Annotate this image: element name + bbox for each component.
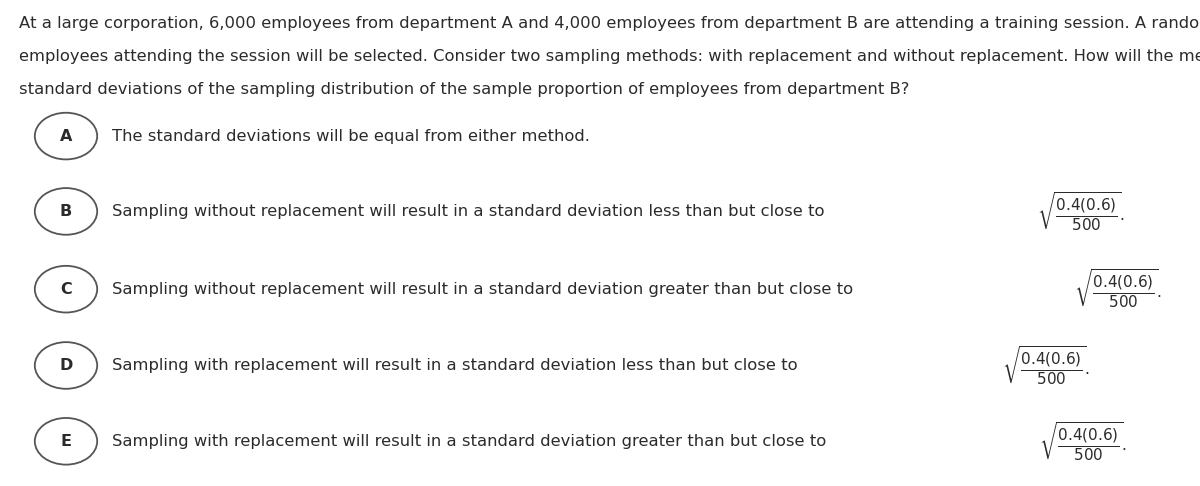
Text: A: A <box>60 129 72 143</box>
Text: $\sqrt{\dfrac{0.4(0.6)}{500}}$.: $\sqrt{\dfrac{0.4(0.6)}{500}}$. <box>1074 268 1162 311</box>
Text: Sampling without replacement will result in a standard deviation less than but c: Sampling without replacement will result… <box>112 204 824 219</box>
Text: E: E <box>60 434 72 449</box>
Text: C: C <box>60 282 72 296</box>
Text: Sampling without replacement will result in a standard deviation greater than bu: Sampling without replacement will result… <box>112 282 853 296</box>
Text: The standard deviations will be equal from either method.: The standard deviations will be equal fr… <box>112 129 589 143</box>
Text: standard deviations of the sampling distribution of the sample proportion of emp: standard deviations of the sampling dist… <box>19 82 910 97</box>
Text: B: B <box>60 204 72 219</box>
Text: Sampling with replacement will result in a standard deviation greater than but c: Sampling with replacement will result in… <box>112 434 826 449</box>
Text: Sampling with replacement will result in a standard deviation less than but clos: Sampling with replacement will result in… <box>112 358 797 373</box>
Text: $\sqrt{\dfrac{0.4(0.6)}{500}}$.: $\sqrt{\dfrac{0.4(0.6)}{500}}$. <box>1002 344 1091 387</box>
Text: D: D <box>59 358 73 373</box>
Text: $\sqrt{\dfrac{0.4(0.6)}{500}}$.: $\sqrt{\dfrac{0.4(0.6)}{500}}$. <box>1039 420 1127 463</box>
Text: $\sqrt{\dfrac{0.4(0.6)}{500}}$.: $\sqrt{\dfrac{0.4(0.6)}{500}}$. <box>1037 190 1124 233</box>
Text: At a large corporation, 6,000 employees from department A and 4,000 employees fr: At a large corporation, 6,000 employees … <box>19 16 1200 31</box>
Text: employees attending the session will be selected. Consider two sampling methods:: employees attending the session will be … <box>19 49 1200 64</box>
